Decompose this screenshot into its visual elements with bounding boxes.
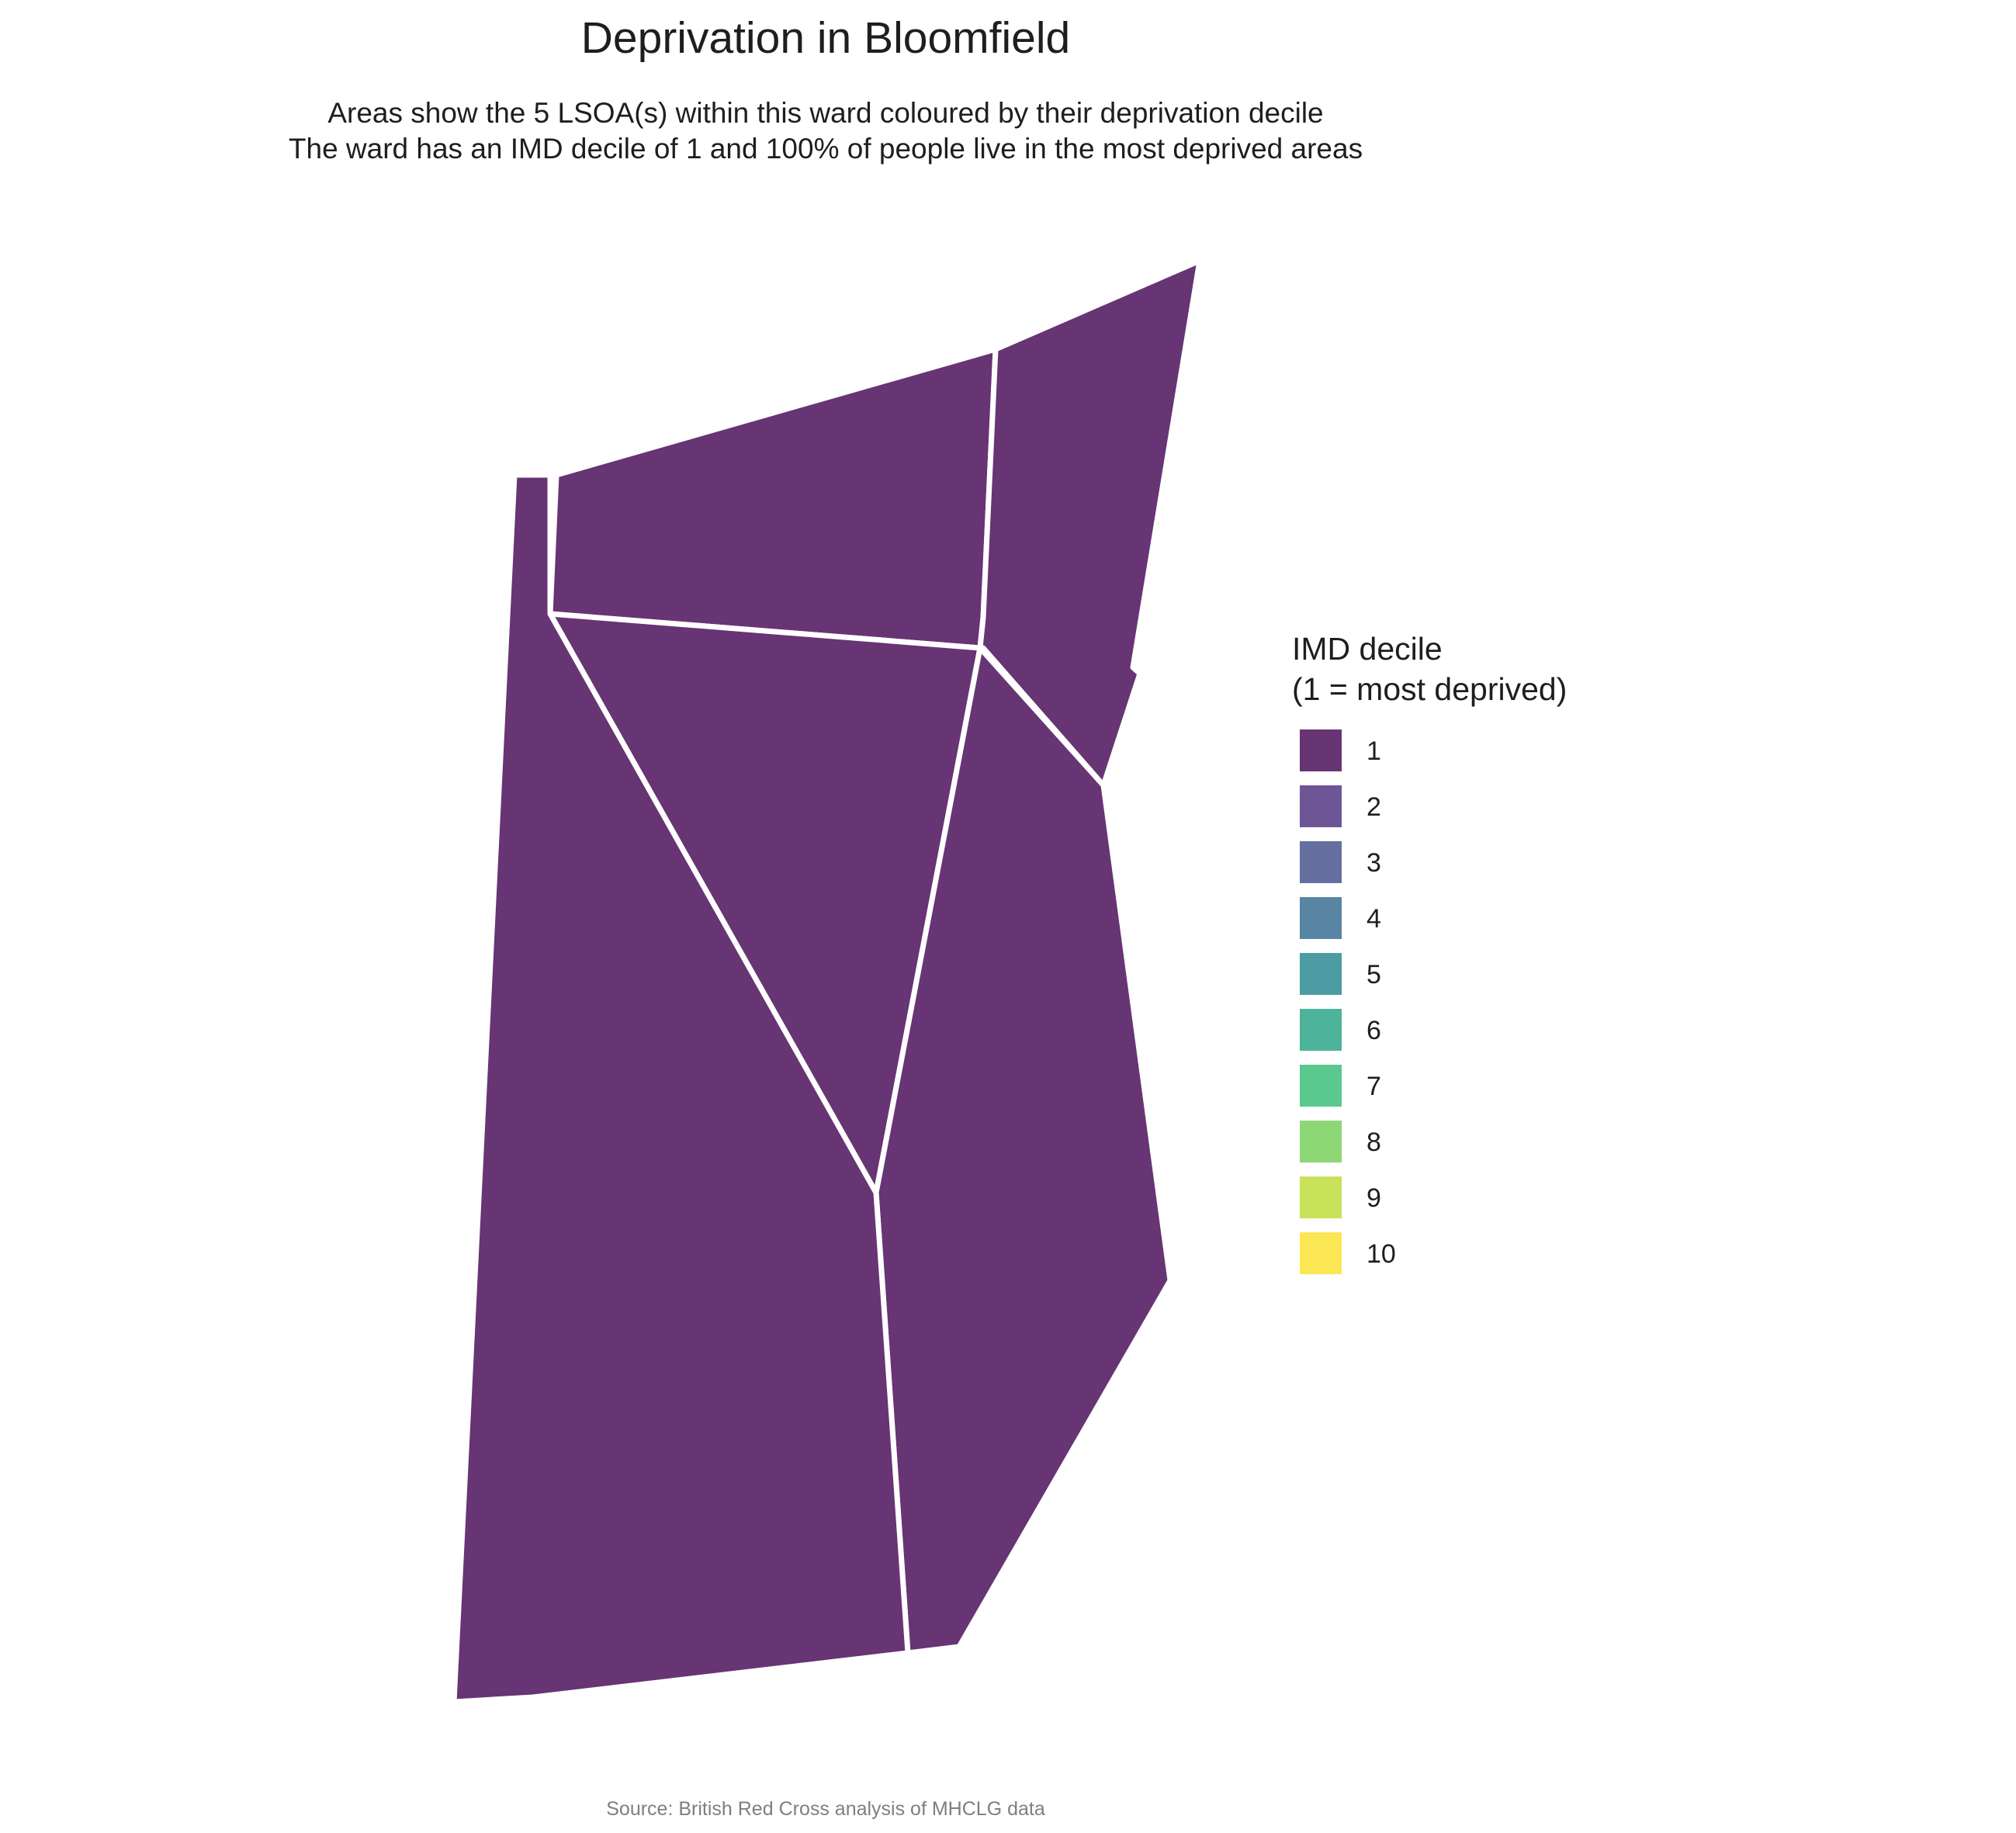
lsoa-layer (451, 258, 1203, 1705)
legend-label: 8 (1367, 1128, 1381, 1157)
legend-swatch (1300, 953, 1342, 995)
legend-swatch (1300, 1232, 1342, 1274)
map-title: Deprivation in Bloomfield (580, 13, 1071, 63)
legend-title-line-1: IMD decile (1292, 631, 1443, 667)
legend-swatch (1300, 897, 1342, 939)
map-subtitle-line-1: Areas show the 5 LSOA(s) within this war… (327, 97, 1324, 129)
legend-swatch (1300, 1121, 1342, 1163)
legend-label: 4 (1367, 904, 1381, 934)
legend: IMD decile (1 = most deprived) 1 2 3 4 5 6 7 8 9… (1292, 629, 1567, 1288)
legend-items: 1 2 3 4 5 6 7 8 9 10 (1292, 729, 1567, 1288)
legend-item: 1 (1292, 729, 1567, 785)
legend-swatch (1300, 841, 1342, 883)
legend-swatch (1300, 1009, 1342, 1051)
lsoa-area (547, 346, 999, 651)
legend-label: 7 (1367, 1072, 1381, 1101)
legend-item: 5 (1292, 953, 1567, 1009)
legend-label: 10 (1367, 1239, 1396, 1269)
legend-swatch (1300, 785, 1342, 827)
legend-label: 3 (1367, 848, 1381, 878)
map-subtitle-line-2: The ward has an IMD decile of 1 and 100%… (288, 133, 1363, 165)
legend-swatch (1300, 729, 1342, 771)
legend-swatch (1300, 1176, 1342, 1218)
legend-swatch (1300, 1065, 1342, 1107)
legend-item: 2 (1292, 785, 1567, 841)
legend-item: 4 (1292, 897, 1567, 953)
legend-item: 10 (1292, 1232, 1567, 1288)
legend-label: 2 (1367, 792, 1381, 822)
legend-item: 6 (1292, 1009, 1567, 1065)
legend-label: 5 (1367, 960, 1381, 989)
legend-title: IMD decile (1 = most deprived) (1292, 629, 1567, 709)
legend-label: 9 (1367, 1183, 1381, 1213)
legend-item: 7 (1292, 1065, 1567, 1121)
source-caption: Source: British Red Cross analysis of MH… (606, 1798, 1045, 1820)
legend-item: 9 (1292, 1176, 1567, 1232)
legend-title-line-2: (1 = most deprived) (1292, 671, 1567, 707)
legend-label: 6 (1367, 1016, 1381, 1045)
legend-label: 1 (1367, 736, 1381, 766)
lsoa-area (451, 472, 911, 1705)
legend-item: 3 (1292, 841, 1567, 897)
legend-item: 8 (1292, 1121, 1567, 1176)
